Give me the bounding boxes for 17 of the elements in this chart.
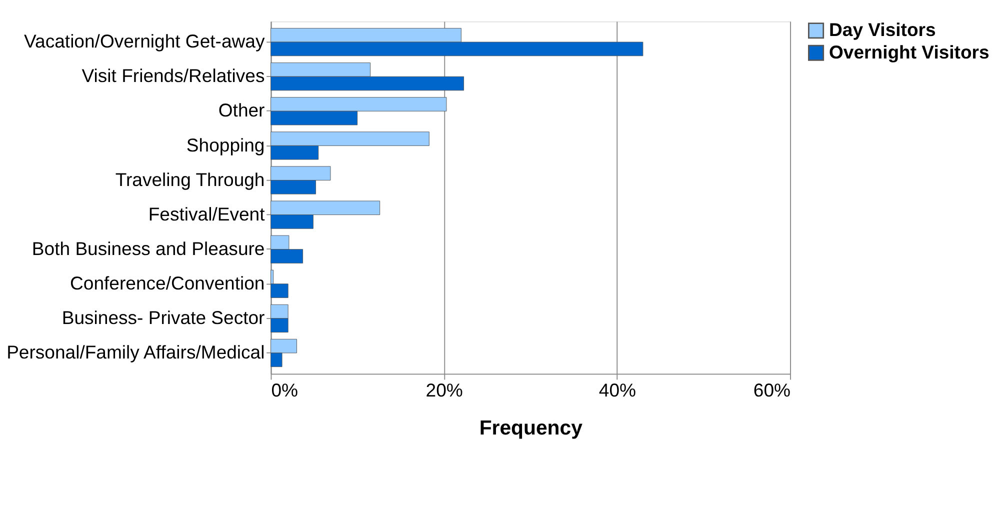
x-tick-label: 60%: [753, 379, 791, 400]
y-tick-label: Traveling Through: [115, 168, 265, 190]
y-tick-label: Vacation/Overnight Get-away: [24, 30, 266, 52]
y-tick-label: Festival/Event: [148, 203, 266, 224]
y-tick-label: Visit Friends/Relatives: [82, 65, 265, 86]
x-tick-label: 40%: [598, 379, 636, 400]
legend-label: Day Visitors: [829, 19, 936, 40]
y-tick-label: Business- Private Sector: [62, 306, 265, 328]
y-tick-label: Shopping: [186, 134, 265, 156]
x-axis-title: Frequency: [479, 417, 584, 440]
y-tick-label: Personal/Family Affairs/Medical: [6, 342, 265, 363]
x-tick-label: 0%: [271, 379, 298, 400]
y-tick-label: Conference/Convention: [70, 272, 265, 294]
y-tick-label: Both Business and Pleasure: [32, 238, 265, 259]
legend-label: Overnight Visitors: [829, 41, 990, 62]
x-tick-label: 20%: [426, 379, 463, 400]
y-tick-label: Other: [218, 100, 265, 121]
